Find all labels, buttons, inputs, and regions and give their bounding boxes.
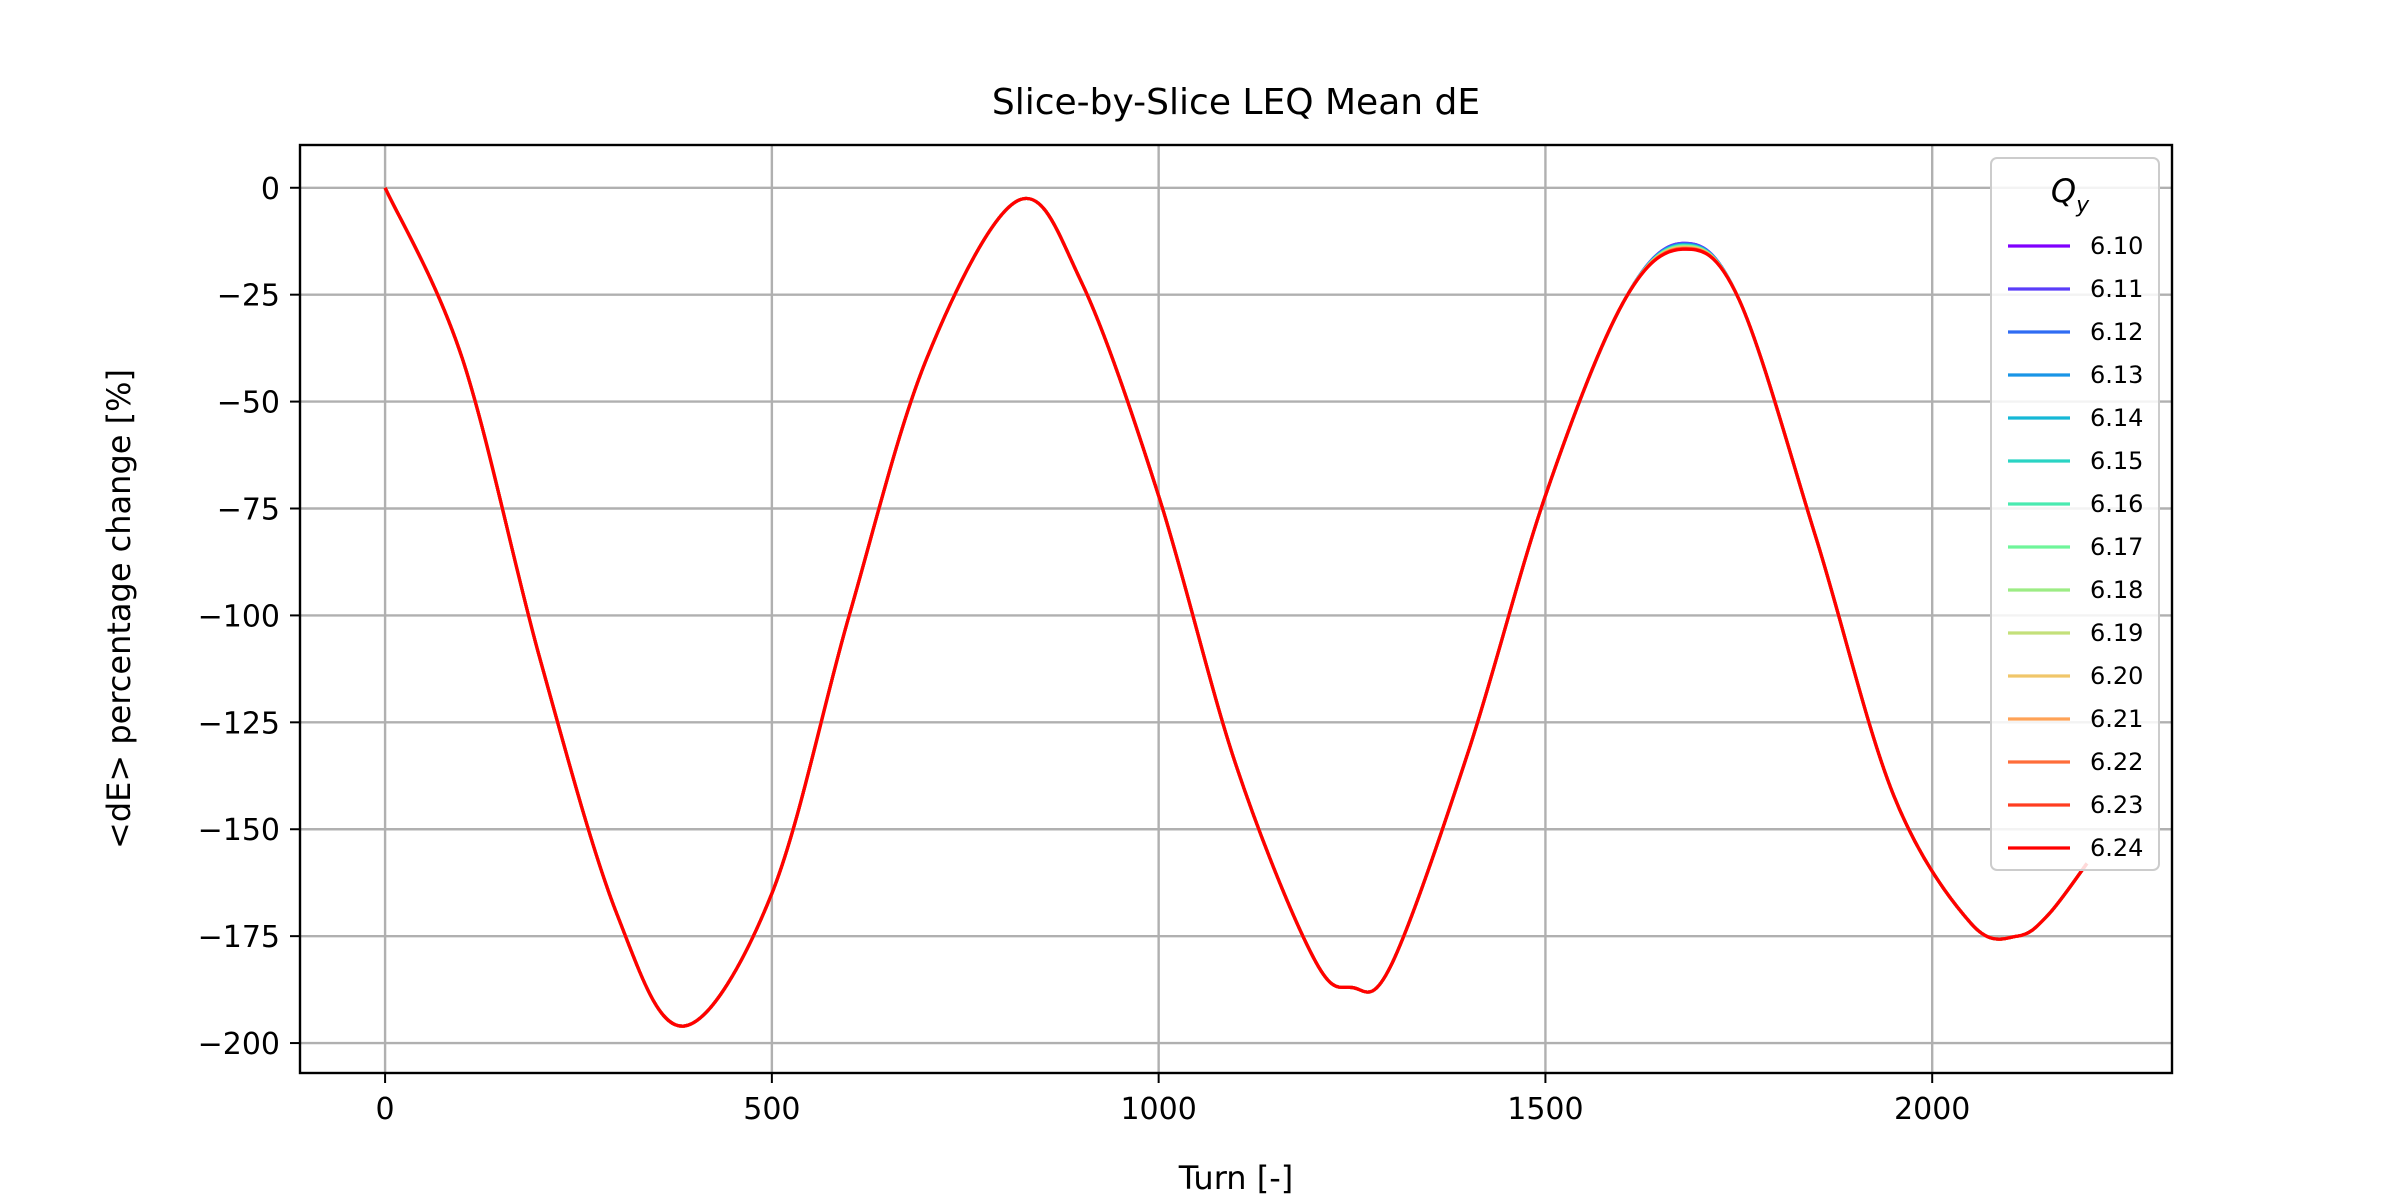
plot-frame — [298, 143, 2174, 1075]
legend: Qy 6.10 6.11 6.12 6.13 6.14 6.15 6.16 6.17 6.18 6… — [1990, 157, 2160, 871]
legend-label: 6.10 — [2090, 232, 2143, 260]
legend-label: 6.20 — [2090, 662, 2143, 690]
legend-label: 6.12 — [2090, 318, 2143, 346]
legend-box — [1990, 157, 2160, 871]
x-tick-label: 0 — [376, 1092, 395, 1127]
legend-label: 6.19 — [2090, 619, 2143, 647]
grid — [300, 145, 2172, 1073]
chart-title: Slice-by-Slice LEQ Mean dE — [992, 82, 1480, 123]
y-tick-label: −25 — [217, 279, 280, 314]
x-tick-label: 500 — [743, 1092, 800, 1127]
y-tick-label: −175 — [198, 920, 280, 955]
series-group — [383, 187, 2089, 1028]
legend-label: 6.21 — [2090, 705, 2143, 733]
legend-label: 6.18 — [2090, 576, 2143, 604]
legend-label: 6.15 — [2090, 447, 2143, 475]
y-tick-label: −125 — [198, 706, 280, 741]
series-line-6.24 — [383, 187, 2089, 1028]
x-axis-ticks: 0 500 1000 1500 2000 — [376, 1073, 1970, 1127]
y-tick-label: −150 — [198, 813, 280, 848]
legend-title-sub: y — [2075, 193, 2090, 218]
legend-label: 6.17 — [2090, 533, 2143, 561]
x-tick-label: 1500 — [1507, 1092, 1583, 1127]
y-tick-label: −200 — [198, 1027, 280, 1062]
y-tick-label: −100 — [198, 599, 280, 634]
y-tick-label: −75 — [217, 493, 280, 528]
x-axis-label: Turn [-] — [1178, 1159, 1294, 1197]
legend-label: 6.13 — [2090, 361, 2143, 389]
x-tick-label: 2000 — [1894, 1092, 1970, 1127]
legend-title-main: Q — [2051, 172, 2076, 210]
y-axis-label: <dE> percentage change [%] — [100, 369, 138, 849]
legend-title: Qy — [2051, 172, 2090, 218]
legend-label: 6.24 — [2090, 834, 2143, 862]
y-axis-ticks: 0 −25 −50 −75 −100 −125 −150 −175 −200 — [198, 172, 300, 1062]
y-tick-label: 0 — [261, 172, 280, 207]
x-tick-label: 1000 — [1120, 1092, 1196, 1127]
legend-label: 6.22 — [2090, 748, 2143, 776]
y-tick-label: −50 — [217, 386, 280, 421]
legend-label: 6.11 — [2090, 275, 2143, 303]
legend-label: 6.14 — [2090, 404, 2143, 432]
legend-label: 6.23 — [2090, 791, 2143, 819]
legend-label: 6.16 — [2090, 490, 2143, 518]
